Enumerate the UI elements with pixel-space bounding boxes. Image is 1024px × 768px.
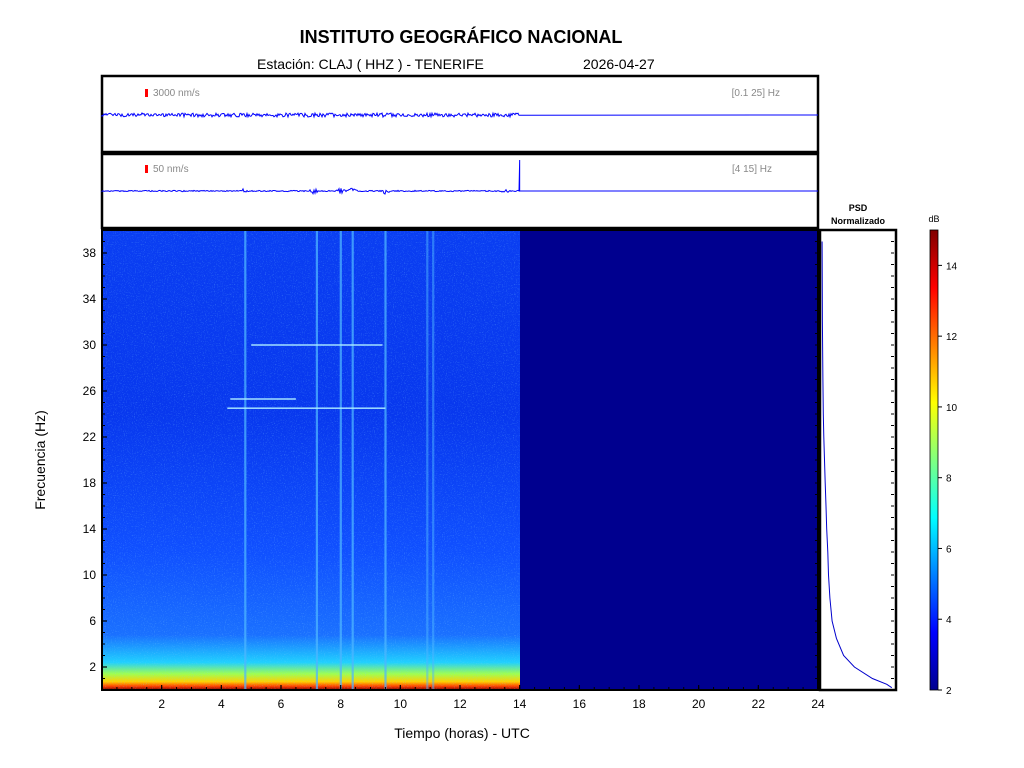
colorbar-unit: dB	[928, 214, 939, 224]
seismogram-trace-1	[101, 111, 819, 119]
x-tick-label: 18	[632, 697, 646, 711]
trace-panel-broadband: 3000 nm/s [0.1 25] Hz	[100, 74, 820, 154]
spectrogram-event-line	[339, 230, 342, 690]
spectrogram-noise	[102, 230, 520, 690]
colorbar-tick-label: 10	[946, 403, 958, 414]
psd-title: PSD	[849, 203, 868, 213]
chart-title: INSTITUTO GEOGRÁFICO NACIONAL	[299, 27, 623, 47]
x-tick-label: 10	[394, 697, 408, 711]
scale-marker-icon	[145, 89, 148, 97]
amplitude-label-1: 3000 nm/s	[153, 88, 200, 99]
x-tick-label: 12	[453, 697, 467, 711]
trace-frame-1	[100, 74, 820, 154]
spectrogram-no-data-area	[520, 230, 818, 690]
x-tick-label: 2	[158, 697, 165, 711]
spectrogram-event-line	[426, 230, 429, 690]
y-tick-label: 6	[89, 614, 96, 628]
colorbar-tick-label: 14	[946, 261, 958, 272]
spectrogram-event-line	[432, 230, 435, 690]
colorbar-tick-label: 4	[946, 615, 952, 626]
x-tick-label: 16	[573, 697, 587, 711]
y-tick-label: 30	[83, 338, 97, 352]
date-label: 2026-04-27	[583, 56, 655, 72]
station-label: Estación: CLAJ ( HHZ ) - TENERIFE	[257, 56, 484, 72]
band-label-2: [4 15] Hz	[732, 164, 772, 175]
colorbar-tick-label: 6	[946, 544, 952, 555]
spectrogram-event-line	[315, 230, 318, 690]
y-axis-label: Frecuencia (Hz)	[32, 410, 48, 510]
colorbar: dB 2 4 6 8 10 12 14	[928, 214, 957, 697]
colorbar-tick-label: 12	[946, 332, 958, 343]
x-tick-label: 6	[278, 697, 285, 711]
trace-panel-filtered: 50 nm/s [4 15] Hz	[100, 152, 820, 230]
y-tick-label: 18	[83, 476, 97, 490]
psd-curve	[821, 241, 893, 689]
colorbar-tick-label: 8	[946, 474, 952, 485]
x-tick-label: 4	[218, 697, 225, 711]
psd-frame	[818, 228, 898, 692]
colorbar-gradient	[929, 229, 939, 691]
colorbar-tick-label: 2	[946, 686, 952, 697]
x-tick-label: 20	[692, 697, 706, 711]
band-label-1: [0.1 25] Hz	[732, 88, 780, 99]
y-tick-label: 26	[83, 384, 97, 398]
psd-panel: PSD Normalizado	[818, 203, 898, 692]
psd-subtitle: Normalizado	[831, 216, 886, 226]
x-tick-label: 24	[811, 697, 825, 711]
spectrogram-tone-line	[227, 407, 386, 409]
y-tick-label: 10	[83, 568, 97, 582]
spectrogram-tone-line	[251, 344, 383, 346]
y-tick-label: 2	[89, 660, 96, 674]
spectrogram-event-line	[384, 230, 387, 690]
y-tick-label: 38	[83, 246, 97, 260]
scale-marker-icon	[145, 165, 148, 173]
seismogram-trace-2	[101, 159, 818, 196]
y-tick-label: 22	[83, 430, 97, 444]
x-tick-label: 14	[513, 697, 527, 711]
spectrogram-tone-line	[230, 398, 296, 400]
y-tick-label: 14	[83, 522, 97, 536]
amplitude-label-2: 50 nm/s	[153, 164, 189, 175]
spectrogram-event-line	[351, 230, 354, 690]
y-tick-label: 34	[83, 292, 97, 306]
x-tick-label: 8	[337, 697, 344, 711]
spectrogram-event-line	[244, 230, 247, 690]
x-axis-label: Tiempo (horas) - UTC	[394, 725, 530, 741]
x-tick-label: 22	[752, 697, 766, 711]
